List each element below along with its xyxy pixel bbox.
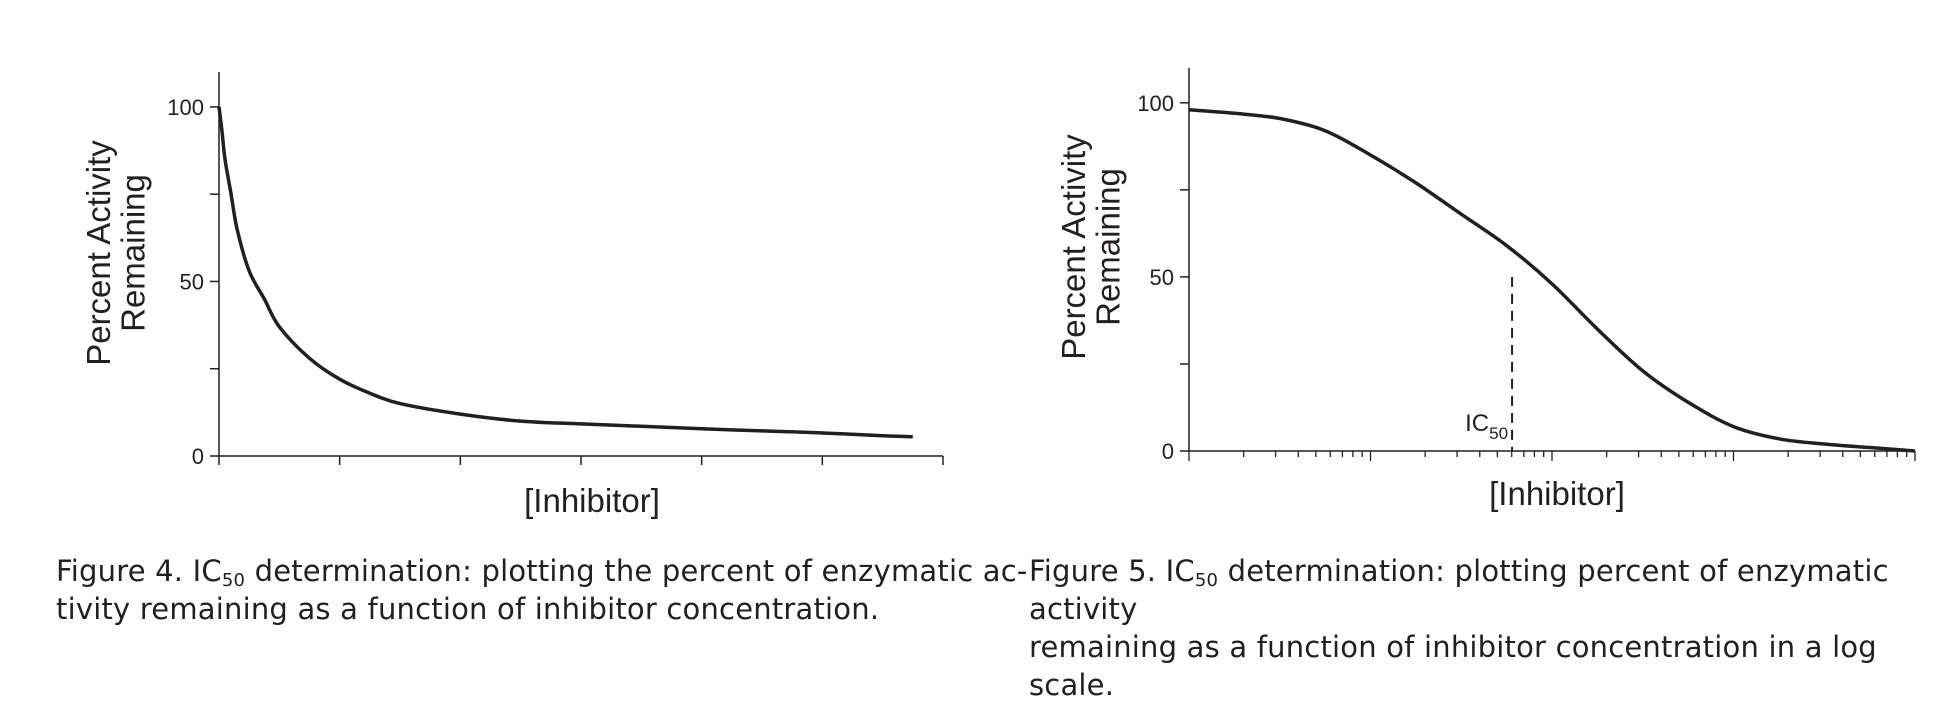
chart2-x-axis-label: [Inhibitor] [1489, 475, 1625, 512]
ic50-subscript: 50 [1489, 424, 1508, 443]
y-label-line: Remaining [115, 174, 152, 332]
chart-linear: 0 50 100 Percent ActivityRemaining [Inhibi… [80, 72, 944, 519]
ic50-annotation: IC50 [1465, 410, 1508, 443]
caption1-sub: 50 [221, 570, 246, 591]
caption2-prefix: Figure 5. IC [1029, 554, 1195, 588]
y-tick-label: 0 [192, 444, 204, 469]
ic50-text: IC [1465, 410, 1489, 437]
chart1-tick-labels: 0 50 100 [167, 95, 204, 469]
caption2-line2: remaining as a function of inhibitor con… [1029, 630, 1877, 702]
chart1-axes [210, 72, 944, 465]
chart1-y-axis-label: Percent ActivityRemaining [80, 140, 152, 366]
chart-log: 0 50 100 Percent ActivityRemaining [Inhibi… [1055, 68, 1916, 512]
chart2-axes [1180, 68, 1916, 461]
y-label-line: Remaining [1090, 168, 1127, 326]
y-tick-label: 0 [1162, 439, 1174, 464]
caption1-line1: determination: plotting the percent of e… [245, 554, 1028, 588]
y-tick-label: 50 [1150, 265, 1174, 290]
figure5-caption: Figure 5. IC50 determination: plotting p… [1029, 552, 1942, 704]
caption2-sub: 50 [1194, 570, 1219, 591]
y-tick-label: 100 [1137, 91, 1174, 116]
y-label-line: Percent Activity [1055, 134, 1092, 360]
caption1-line2: tivity remaining as a function of inhibi… [56, 592, 880, 626]
y-label-line: Percent Activity [80, 140, 117, 366]
chart2-series-line [1188, 108, 1916, 453]
y-tick-label: 50 [180, 269, 204, 294]
caption1-prefix: Figure 4. IC [56, 554, 222, 588]
chart1-x-axis-label: [Inhibitor] [524, 482, 660, 519]
chart2-tick-labels: 0 50 100 [1137, 91, 1174, 464]
caption2-line1: determination: plotting percent of enzym… [1029, 554, 1889, 626]
chart2-y-axis-label: Percent ActivityRemaining [1055, 134, 1127, 360]
figure4-caption: Figure 4. IC50 determination: plotting t… [56, 552, 1028, 628]
y-tick-label: 100 [167, 95, 204, 120]
chart1-series-line [217, 106, 913, 439]
